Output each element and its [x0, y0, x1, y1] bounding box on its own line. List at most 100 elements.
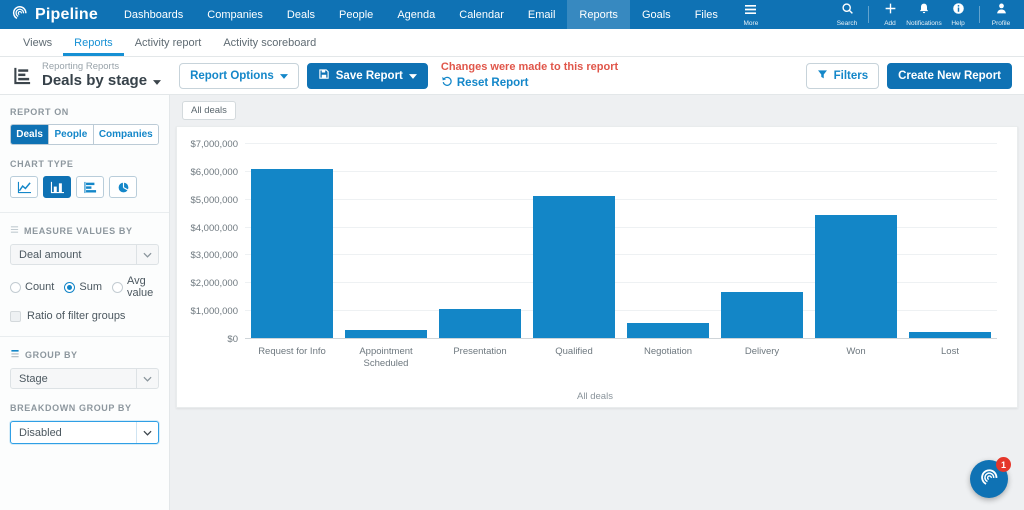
report-on-deals[interactable]: Deals [11, 125, 49, 144]
nav-item-companies[interactable]: Companies [207, 8, 263, 21]
report-on-people[interactable]: People [48, 125, 93, 144]
caret-down-icon [153, 72, 162, 90]
y-axis-tick: $1,000,000 [190, 306, 238, 318]
report-eyebrow: Reporting Reports [42, 60, 120, 72]
x-axis-label-lost: Lost [941, 346, 959, 357]
chart-type-pie-chart-button[interactable] [109, 176, 137, 198]
report-options-button[interactable]: Report Options [179, 62, 299, 89]
bar-slot-lost [903, 143, 997, 338]
measure-dropdown[interactable]: Deal amount [10, 244, 159, 265]
chart-card: $7,000,000 $6,000,000 $5,000,000 $4,000,000… [176, 126, 1018, 408]
bar-qualified[interactable] [532, 195, 616, 338]
nav-item-email[interactable]: Email [527, 8, 556, 21]
ratio-filter-checkbox[interactable] [10, 310, 21, 322]
tab-activity-report[interactable]: Activity report [134, 36, 202, 49]
bar-lost[interactable] [908, 331, 992, 338]
chart-type-line-chart-button[interactable] [10, 176, 38, 198]
chevron-down-icon [136, 369, 158, 388]
bar-presentation[interactable] [438, 308, 522, 338]
y-axis-tick: $5,000,000 [190, 194, 238, 206]
nav-item-calendar[interactable]: Calendar [459, 8, 504, 21]
measure-grid-icon [10, 225, 19, 236]
bar-won[interactable] [814, 215, 898, 338]
radio-label: Sum [79, 281, 102, 293]
sidebar: REPORT ON Deals People Companies CHART TYP… [0, 95, 170, 510]
filter-funnel-icon [817, 69, 828, 83]
nav-item-dashboards[interactable]: Dashboards [123, 8, 184, 21]
breakdown-group-label: BREAKDOWN GROUP BY [10, 403, 132, 413]
ratio-filter-checkbox-row[interactable]: Ratio of filter groups [10, 310, 159, 322]
hamburger-icon [744, 2, 757, 20]
nav-action-search[interactable]: Search [830, 2, 864, 28]
notifications-icon [918, 2, 930, 20]
measure-radio-group: Count Sum Avg value [10, 275, 159, 299]
filters-label: Filters [833, 69, 869, 82]
save-report-button[interactable]: Save Report [306, 62, 428, 89]
y-axis-tick: $7,000,000 [190, 139, 238, 150]
bar-negotiation[interactable] [626, 322, 710, 338]
nav-item-people[interactable]: People [339, 8, 374, 21]
chart-type-horizontal-bar-chart-button[interactable] [76, 176, 104, 198]
nav-item-deals[interactable]: Deals [286, 8, 316, 21]
chart-type-bar-chart-button[interactable] [43, 176, 71, 198]
nav-action-add[interactable]: Add [873, 2, 907, 28]
radio-sum[interactable]: Sum [64, 281, 102, 293]
gridline: $6,000,000 [190, 167, 997, 178]
report-title-dropdown[interactable]: Deals by stage [42, 72, 162, 90]
chevron-down-icon [136, 245, 158, 264]
bar-request-for-info[interactable] [250, 169, 334, 338]
tab-views[interactable]: Views [23, 36, 53, 49]
bar-delivery[interactable] [720, 292, 804, 338]
x-axis-label-appointment-scheduled: Appointment Scheduled [359, 346, 413, 370]
nav-more-label: More [743, 19, 759, 27]
report-title-block: Reporting Reports Deals by stage [42, 60, 162, 90]
brand-name: Pipeline [35, 5, 98, 23]
chart-type-label: CHART TYPE [10, 159, 74, 169]
caret-down-icon [408, 70, 417, 82]
nav-item-reports[interactable]: Reports [567, 0, 630, 29]
nav-item-agenda[interactable]: Agenda [397, 8, 436, 21]
radio-button-avg-value[interactable] [111, 281, 123, 293]
pipeline-logo-icon [10, 4, 29, 26]
save-report-label: Save Report [335, 69, 403, 82]
x-axis-label-delivery: Delivery [744, 346, 780, 357]
plot-area: $7,000,000 $6,000,000 $5,000,000 $4,000,000… [190, 139, 997, 345]
nav-action-help[interactable]: Help [941, 2, 975, 28]
reset-report-link[interactable]: Reset Report [441, 75, 618, 90]
gridline: $3,000,000 [190, 250, 997, 261]
breakdown-group-dropdown[interactable]: Disabled [10, 421, 159, 444]
radio-button-sum[interactable] [64, 281, 76, 293]
nav-action-notifications[interactable]: Notifications [906, 2, 942, 28]
chat-widget-button[interactable]: 1 [970, 457, 1011, 498]
chevron-down-icon [136, 422, 158, 443]
gridline: $5,000,000 [190, 195, 997, 206]
radio-avg-value[interactable]: Avg value [111, 275, 159, 299]
radio-count[interactable]: Count [10, 281, 54, 293]
nav-more-button[interactable]: More [734, 0, 768, 29]
report-on-companies[interactable]: Companies [92, 125, 158, 144]
save-icon [318, 68, 330, 83]
nav-item-goals[interactable]: Goals [641, 8, 671, 21]
measure-dropdown-value: Deal amount [19, 248, 82, 261]
help-icon [952, 2, 965, 20]
bar-slot-qualified [527, 143, 621, 338]
tab-activity-scoreboard[interactable]: Activity scoreboard [223, 36, 317, 49]
radio-button-count[interactable] [10, 281, 21, 293]
pie-chart-icon [117, 181, 130, 194]
y-axis-tick: $3,000,000 [190, 250, 238, 262]
nav-action-profile[interactable]: Profile [984, 2, 1018, 28]
bar-appointment-scheduled[interactable] [344, 330, 428, 338]
create-new-report-button[interactable]: Create New Report [887, 62, 1012, 89]
body: REPORT ON Deals People Companies CHART TYP… [0, 95, 1024, 510]
brand[interactable]: Pipeline [0, 0, 112, 29]
group-by-dropdown[interactable]: Stage [10, 368, 159, 389]
nav-action-label: Notifications [906, 19, 942, 27]
all-deals-filter-chip[interactable]: All deals [182, 101, 236, 120]
bar-slot-negotiation [621, 143, 715, 338]
gridline: $4,000,000 [190, 223, 997, 234]
filters-button[interactable]: Filters [805, 62, 880, 89]
tab-reports[interactable]: Reports [63, 29, 124, 56]
nav-item-files[interactable]: Files [694, 8, 718, 21]
report-on-segmented: Deals People Companies [10, 124, 159, 145]
